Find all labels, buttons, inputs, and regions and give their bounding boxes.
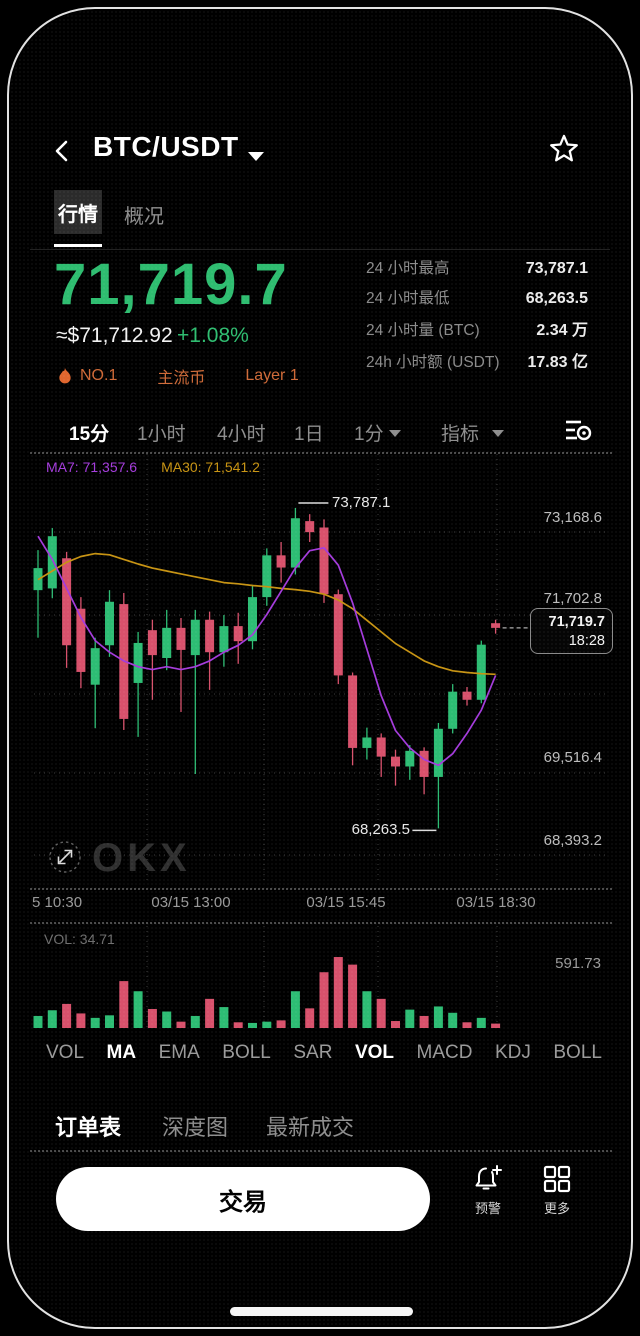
pair-title[interactable]: BTC/USDT <box>93 131 239 162</box>
fullscreen-expand-icon[interactable] <box>48 840 82 874</box>
x-axis-tick: 03/15 15:45 <box>306 894 386 911</box>
token-badges: NO.1 主流币 Layer 1 <box>58 364 299 388</box>
indicator-sar[interactable]: SAR <box>293 1042 333 1063</box>
ma-legend: MA7: 71,357.6 MA30: 71,541.2 <box>46 459 260 475</box>
timeframe-1d[interactable]: 1日 <box>294 424 324 445</box>
stat-label: 24h 小时额 (USDT) <box>366 354 500 371</box>
tab-overview[interactable]: 概况 <box>124 206 164 228</box>
indicator-vol-main[interactable]: VOL <box>46 1042 85 1063</box>
low-price-annotation: 68,263.5 <box>351 821 410 838</box>
pair-dropdown-caret-icon[interactable] <box>248 152 264 161</box>
last-price: 71,719.7 <box>54 252 288 317</box>
chart-settings-icon[interactable] <box>564 417 592 443</box>
badge-mainstream[interactable]: 主流币 <box>157 370 206 387</box>
tab-order-book[interactable]: 订单表 <box>55 1115 122 1140</box>
badge-layer1[interactable]: Layer 1 <box>245 367 299 384</box>
favorite-star-icon[interactable] <box>548 133 580 165</box>
flame-icon <box>59 367 71 383</box>
bell-plus-icon <box>475 1165 502 1190</box>
y-axis-tick: 71,702.8 <box>543 590 602 607</box>
stat-value: 2.34 万 <box>536 322 588 339</box>
volume-current-label: VOL: 34.71 <box>44 931 115 947</box>
ma30-label: MA30: 71,541.2 <box>161 459 260 475</box>
timeframe-1h[interactable]: 1小时 <box>137 424 186 445</box>
current-time: 18:28 <box>568 633 605 649</box>
stat-value: 73,787.1 <box>525 260 588 277</box>
badge-rank[interactable]: NO.1 <box>80 367 118 384</box>
timeframe-caret-icon[interactable] <box>389 430 401 437</box>
current-price: 71,719.7 <box>548 614 605 630</box>
grid-more-icon <box>543 1165 571 1193</box>
y-axis-tick: 69,516.4 <box>543 749 602 766</box>
indicator-macd[interactable]: MACD <box>416 1042 473 1063</box>
indicator-boll[interactable]: BOLL <box>222 1042 271 1063</box>
more-label: 更多 <box>543 1201 570 1216</box>
indicator-ema[interactable]: EMA <box>158 1042 200 1063</box>
divider <box>30 249 610 250</box>
volume-scale-label: 591.73 <box>555 955 601 972</box>
alert-label: 预警 <box>474 1201 501 1216</box>
indicator-tabs: VOL MA EMA BOLL SAR VOL MACD KDJ BOLL <box>46 1042 602 1064</box>
trade-button[interactable]: 交易 <box>56 1167 430 1231</box>
alert-button[interactable]: 预警 <box>458 1164 518 1217</box>
stat-value: 17.83 亿 <box>527 354 589 371</box>
divider <box>30 452 612 454</box>
indicator-menu[interactable]: 指标 <box>441 424 480 445</box>
current-price-box[interactable]: 71,719.7 18:28 <box>530 608 613 654</box>
indicator-caret-icon[interactable] <box>492 430 504 437</box>
timeframe-15m[interactable]: 15分 <box>69 424 110 445</box>
volume-chart[interactable] <box>30 926 610 1034</box>
x-axis-tick: 03/15 18:30 <box>456 894 536 911</box>
timeframe-more[interactable]: 1分 <box>354 424 384 445</box>
indicator-vol-sub[interactable]: VOL <box>354 1042 395 1063</box>
chevron-left-icon <box>55 140 68 162</box>
back-button[interactable] <box>50 138 76 164</box>
tab-market-underline <box>54 244 102 247</box>
more-button[interactable]: 更多 <box>527 1164 587 1217</box>
ma7-label: MA7: 71,357.6 <box>46 459 138 475</box>
indicator-ma[interactable]: MA <box>106 1042 137 1063</box>
stat-value: 68,263.5 <box>525 290 588 307</box>
stat-label: 24 小时最高 <box>366 260 450 277</box>
indicator-kdj[interactable]: KDJ <box>494 1042 531 1063</box>
timeframe-4h[interactable]: 4小时 <box>217 424 266 445</box>
y-axis-tick: 73,168.6 <box>543 509 602 526</box>
indicator-boll2[interactable]: BOLL <box>553 1042 602 1063</box>
stat-row: 24 小时最低 68,263.5 <box>366 286 588 308</box>
stats-panel: 24 小时最高 73,787.1 24 小时最低 68,263.5 24 小时量 (… <box>366 256 588 372</box>
x-axis-tick: 5 10:30 <box>32 894 83 911</box>
candlestick-chart[interactable] <box>30 450 610 890</box>
price-change-percent: +1.08% <box>177 324 249 347</box>
stat-label: 24 小时最低 <box>366 290 450 307</box>
stat-row: 24 小时量 (BTC) 2.34 万 <box>366 316 588 340</box>
high-price-annotation: 73,787.1 <box>332 494 391 511</box>
tab-depth-chart[interactable]: 深度图 <box>162 1115 229 1140</box>
home-indicator <box>230 1307 413 1316</box>
stat-label: 24 小时量 (BTC) <box>366 322 480 339</box>
tab-market[interactable]: 行情 <box>54 190 102 234</box>
x-axis-tick: 03/15 13:00 <box>151 894 231 911</box>
divider <box>30 922 612 924</box>
divider <box>30 1150 612 1152</box>
divider <box>30 888 612 890</box>
stat-row: 24 小时最高 73,787.1 <box>366 256 588 278</box>
y-axis-tick: 68,393.2 <box>543 832 602 849</box>
tab-latest-trades[interactable]: 最新成交 <box>266 1115 355 1140</box>
fiat-price: ≈$71,712.92 <box>56 324 173 347</box>
stat-row: 24h 小时额 (USDT) 17.83 亿 <box>366 348 588 372</box>
okx-watermark: OKX <box>92 836 191 880</box>
